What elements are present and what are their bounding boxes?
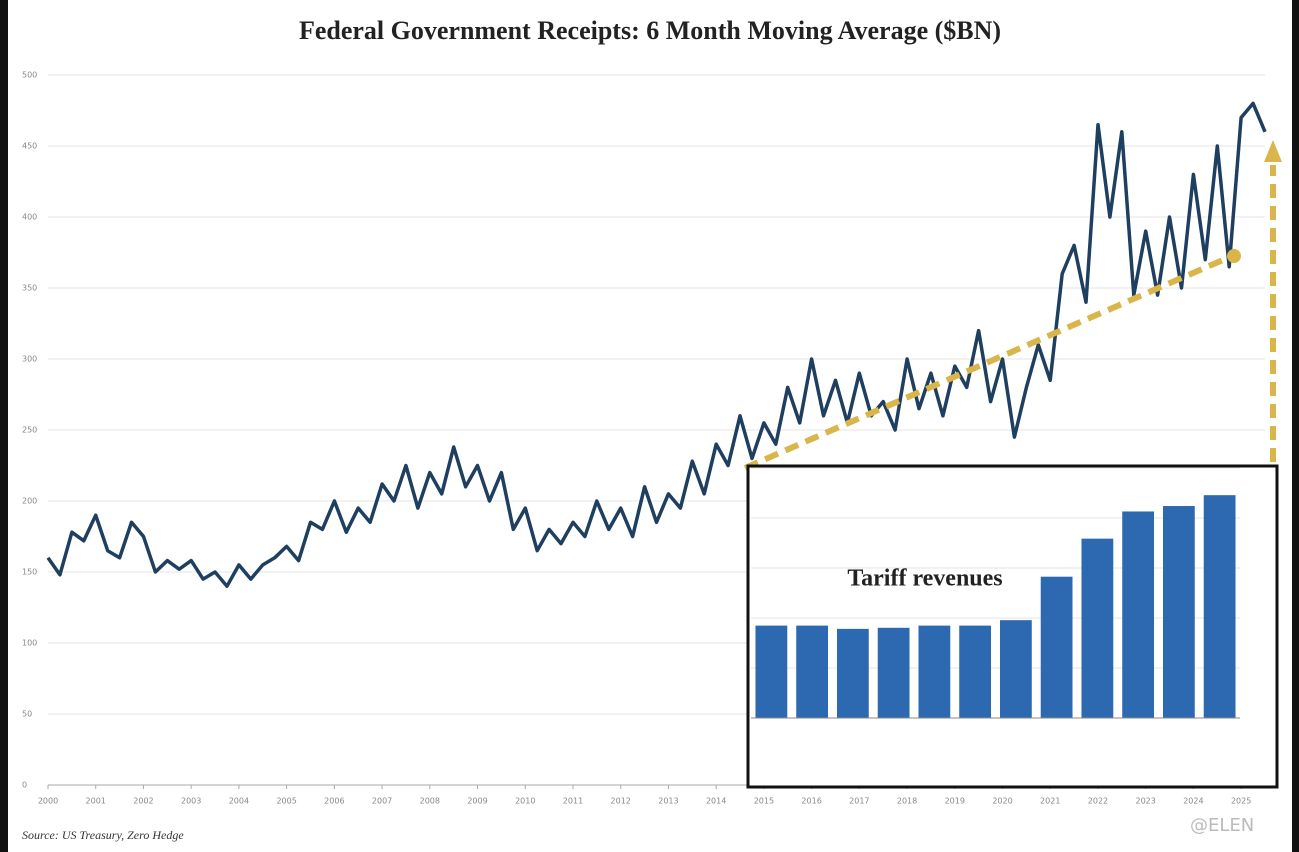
x-tick-label: 2020 — [992, 797, 1012, 806]
x-tick-label: 2006 — [324, 797, 344, 806]
x-tick-label: 2003 — [181, 797, 201, 806]
x-tick-label: 2005 — [276, 797, 296, 806]
x-tick-label: 2016 — [801, 797, 821, 806]
x-tick-label: 2018 — [897, 797, 917, 806]
x-tick-label: 2004 — [229, 797, 249, 806]
y-tick-label: 150 — [22, 568, 37, 577]
y-tick-label: 0 — [22, 781, 27, 790]
y-tick-label: 200 — [22, 497, 37, 506]
watermark: @ELEN — [1190, 815, 1254, 836]
arrow-head — [1227, 249, 1241, 263]
y-tick-label: 100 — [22, 639, 37, 648]
x-tick-label: 2015 — [754, 797, 774, 806]
bar — [1081, 538, 1114, 718]
left-edge — [0, 0, 8, 852]
x-tick-label: 2024 — [1183, 797, 1203, 806]
bar — [877, 627, 910, 718]
trend-annotation — [743, 140, 1282, 471]
bar — [1040, 576, 1073, 718]
y-tick-label: 500 — [22, 71, 37, 80]
bar — [1122, 511, 1155, 718]
y-tick-label: 350 — [22, 284, 37, 293]
y-tick-label: 250 — [22, 426, 37, 435]
x-tick-label: 2008 — [420, 797, 440, 806]
x-tick-label: 2025 — [1231, 797, 1251, 806]
x-tick-label: 2014 — [706, 797, 726, 806]
chart-title: Federal Government Receipts: 6 Month Mov… — [299, 16, 1001, 45]
x-tick-label: 2021 — [1040, 797, 1060, 806]
bar — [999, 620, 1032, 718]
x-tick-label: 2019 — [945, 797, 965, 806]
x-tick-label: 2022 — [1088, 797, 1108, 806]
y-tick-label: 300 — [22, 355, 37, 364]
bar — [796, 625, 829, 718]
x-tick-label: 2002 — [133, 797, 153, 806]
x-tick-label: 2012 — [611, 797, 631, 806]
y-tick-label: 50 — [22, 710, 32, 719]
x-tick-label: 2000 — [38, 797, 58, 806]
x-tick-label: 2023 — [1136, 797, 1156, 806]
source: Source: US Treasury, Zero Hedge — [22, 828, 184, 842]
line-series — [46, 101, 1267, 588]
x-tick-label: 2011 — [563, 797, 583, 806]
x-tick-label: 2009 — [467, 797, 487, 806]
bar — [918, 625, 951, 718]
y-tick-label: 400 — [22, 213, 37, 222]
y-tick-label: 450 — [22, 142, 37, 151]
bar — [836, 628, 869, 718]
x-tick-label: 2017 — [849, 797, 869, 806]
bar — [755, 625, 788, 718]
bar — [1203, 495, 1236, 718]
x-tick-label: 2007 — [372, 797, 392, 806]
bar — [1162, 506, 1195, 718]
arrow-head — [1264, 140, 1282, 162]
right-edge — [1292, 0, 1299, 852]
inset-plot — [751, 467, 1240, 719]
trend-line — [743, 253, 1234, 471]
bar — [959, 625, 992, 718]
x-tick-label: 2013 — [658, 797, 678, 806]
inset-title: Tariff revenues — [847, 566, 1002, 592]
x-tick-label: 2010 — [515, 797, 535, 806]
x-tick-label: 2001 — [86, 797, 106, 806]
